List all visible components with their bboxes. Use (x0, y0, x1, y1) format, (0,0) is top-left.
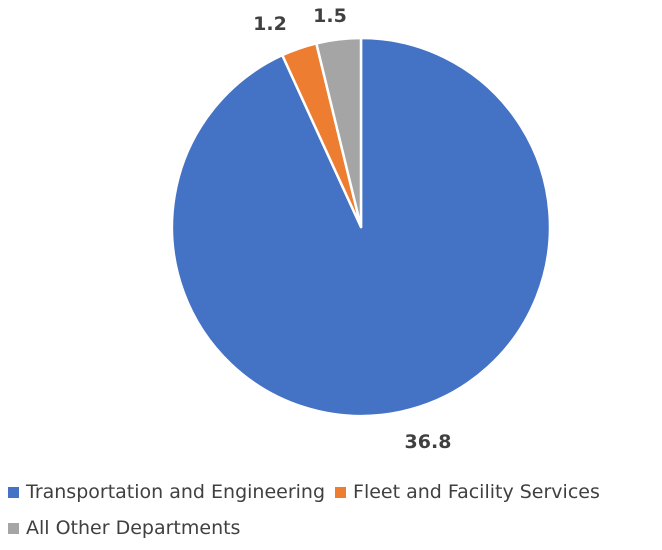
legend-row: All Other Departments (8, 514, 662, 542)
legend: Transportation and Engineering Fleet and… (8, 478, 662, 550)
pie-slices (170, 36, 552, 418)
legend-item-fleet: Fleet and Facility Services (335, 481, 600, 503)
legend-label: Transportation and Engineering (26, 481, 326, 503)
legend-swatch (335, 486, 347, 498)
slice-other (315, 36, 363, 229)
legend-item-transportation: Transportation and Engineering (8, 481, 325, 503)
legend-row: Transportation and Engineering Fleet and… (8, 478, 662, 506)
legend-label: Fleet and Facility Services (353, 481, 600, 503)
data-label-other: 1.5 (313, 5, 347, 27)
data-label-transportation: 36.8 (405, 431, 452, 453)
legend-item-other: All Other Departments (8, 517, 240, 539)
data-label-fleet: 1.2 (253, 13, 287, 35)
legend-swatch (8, 486, 19, 498)
legend-label: All Other Departments (26, 517, 241, 539)
data-labels: 36.8 1.2 1.5 (253, 5, 451, 453)
legend-swatch (8, 522, 19, 534)
